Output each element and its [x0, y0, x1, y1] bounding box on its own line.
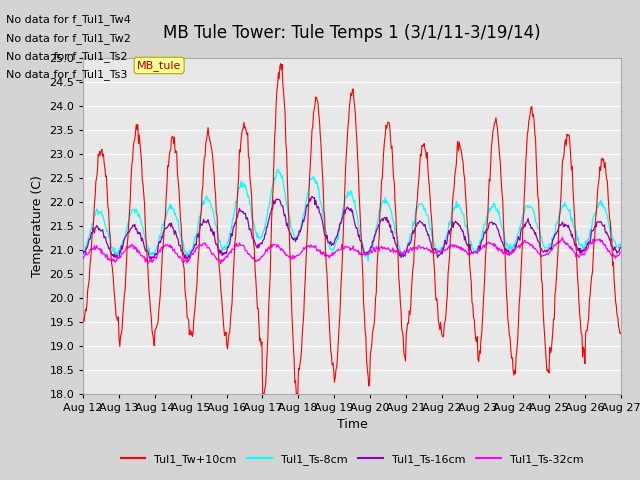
Text: No data for f_Tul1_Ts3: No data for f_Tul1_Ts3 [6, 69, 128, 80]
Text: No data for f_Tul1_Ts2: No data for f_Tul1_Ts2 [6, 51, 128, 62]
Y-axis label: Temperature (C): Temperature (C) [31, 175, 44, 276]
Text: MB_tule: MB_tule [137, 60, 181, 71]
X-axis label: Time: Time [337, 418, 367, 431]
Text: MB Tule Tower: Tule Temps 1 (3/1/11-3/19/14): MB Tule Tower: Tule Temps 1 (3/1/11-3/19… [163, 24, 541, 42]
Text: No data for f_Tul1_Tw4: No data for f_Tul1_Tw4 [6, 14, 131, 25]
Text: No data for f_Tul1_Tw2: No data for f_Tul1_Tw2 [6, 33, 131, 44]
Legend: Tul1_Tw+10cm, Tul1_Ts-8cm, Tul1_Ts-16cm, Tul1_Ts-32cm: Tul1_Tw+10cm, Tul1_Ts-8cm, Tul1_Ts-16cm,… [116, 450, 588, 469]
